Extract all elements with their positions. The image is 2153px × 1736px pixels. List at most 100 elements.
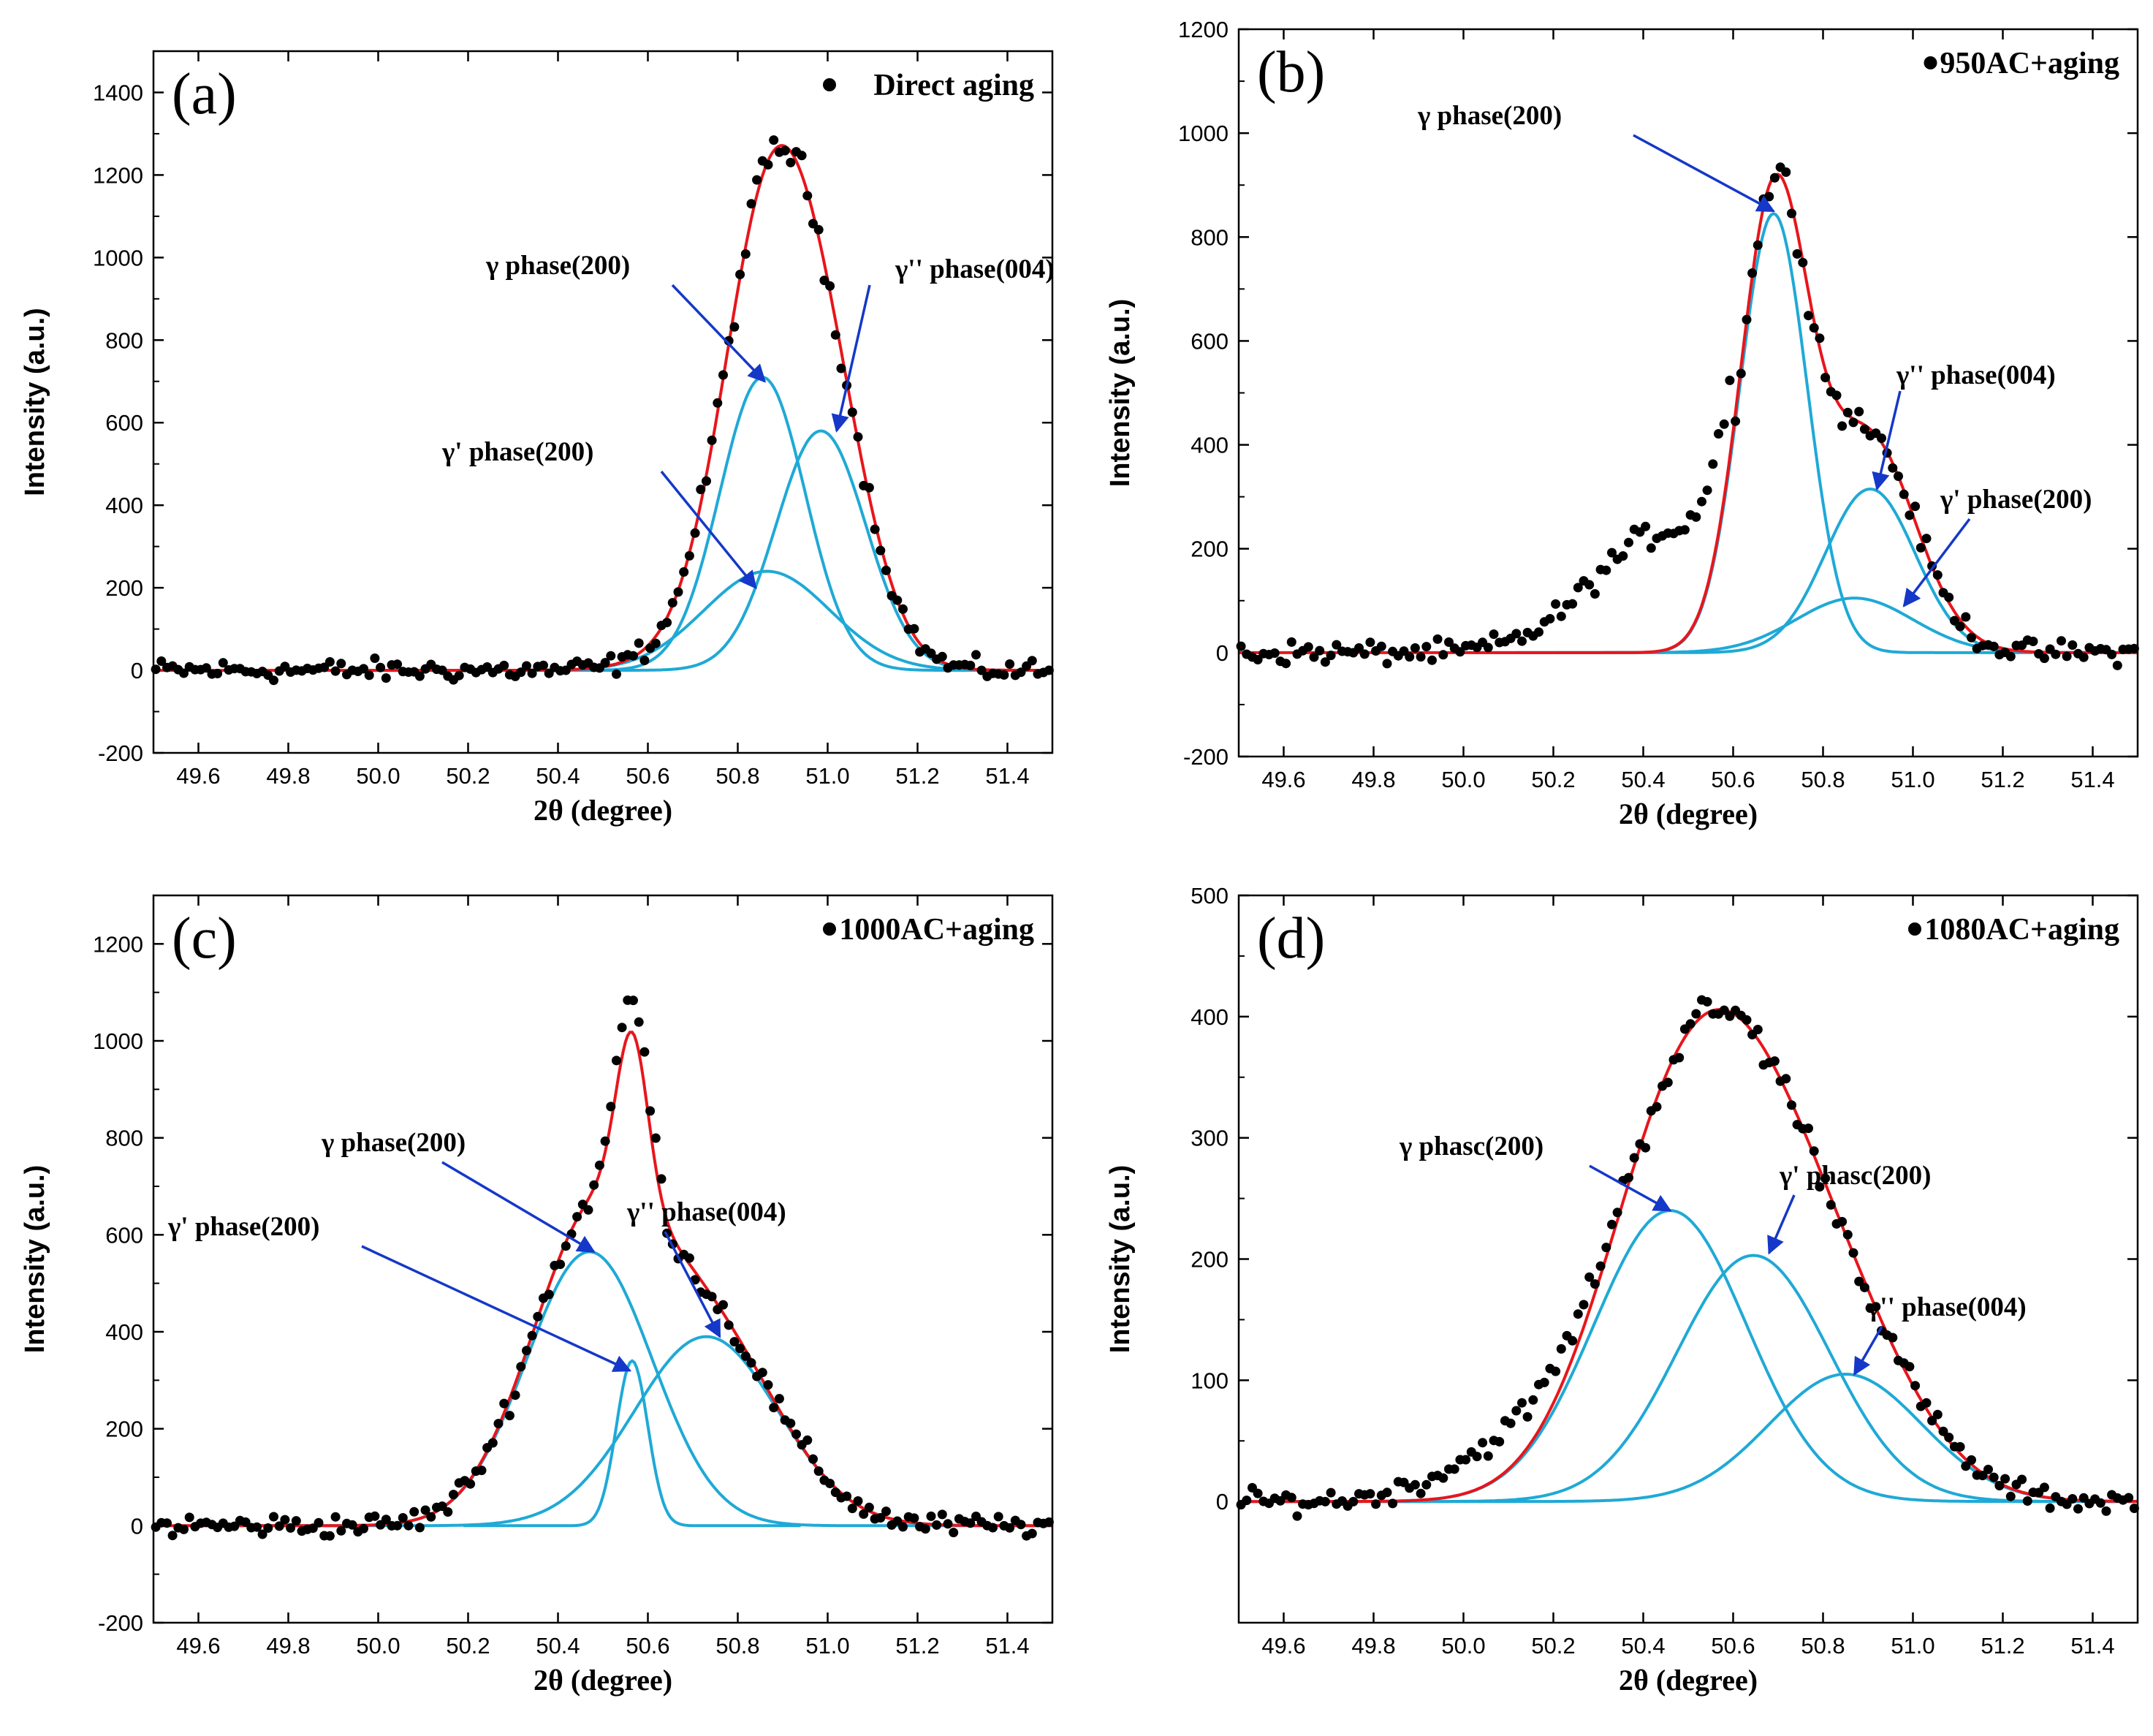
panel-d-annotation-gamma-prime-200: γ' phasc(200)	[1779, 1161, 1931, 1191]
data-point	[612, 1055, 621, 1066]
data-point	[449, 1490, 458, 1500]
data-point	[324, 657, 335, 667]
data-point	[813, 1466, 824, 1477]
data-point	[162, 1518, 172, 1528]
data-point	[1848, 417, 1858, 428]
data-point	[1859, 424, 1869, 434]
data-point	[876, 1513, 886, 1523]
data-point	[1483, 1451, 1493, 1461]
panel-b-legend-marker	[1924, 56, 1937, 69]
data-point	[1618, 551, 1628, 561]
data-point	[1652, 1102, 1662, 1112]
x-tick-label: 50.4	[536, 1633, 580, 1659]
data-point	[1938, 1426, 1948, 1436]
x-tick-label: 50.2	[1531, 767, 1575, 792]
data-point	[1595, 1261, 1606, 1271]
panel-b-annotation-gamma-double-prime-004: γ'' phase(004)	[1896, 360, 2056, 390]
panel-a-x-axis-label: 2θ (degree)	[533, 794, 672, 827]
data-point	[1573, 1309, 1583, 1319]
data-point	[1382, 1487, 1392, 1498]
data-point	[606, 651, 616, 661]
data-point	[1989, 1472, 1999, 1482]
data-point	[1894, 471, 1903, 481]
panel-b-x-tick-labels: 49.6 49.8 50.0 50.2 50.4 50.6 50.8 51.0 51.2 51.4	[1261, 767, 2114, 792]
panel-c-data-points	[151, 995, 1054, 1541]
data-point	[1753, 1025, 1763, 1034]
data-point	[864, 1502, 874, 1512]
y-tick-label: 1400	[93, 80, 143, 105]
data-point	[746, 199, 756, 209]
data-point	[1568, 599, 1578, 609]
data-point	[1910, 1381, 1921, 1391]
data-point	[1388, 1498, 1398, 1509]
data-point	[510, 1390, 520, 1400]
data-point	[763, 1380, 773, 1390]
data-point	[612, 669, 621, 679]
data-point	[949, 1528, 959, 1538]
data-point	[493, 1419, 504, 1429]
data-point	[1236, 641, 1246, 651]
data-point	[729, 1337, 740, 1347]
data-point	[466, 1479, 476, 1489]
data-point	[1899, 489, 1909, 499]
data-point	[1511, 1406, 1522, 1416]
data-point	[629, 996, 638, 1006]
data-point	[1292, 1511, 1302, 1521]
data-point	[414, 1523, 425, 1533]
data-point	[1332, 640, 1342, 650]
data-point	[201, 663, 211, 673]
data-point	[673, 587, 683, 597]
data-point	[1859, 1282, 1869, 1292]
data-point	[943, 1519, 953, 1529]
data-point	[1027, 656, 1037, 666]
data-point	[1472, 1452, 1482, 1462]
data-point	[791, 1429, 801, 1439]
data-point	[786, 157, 796, 167]
y-tick-label: 200	[105, 575, 143, 601]
data-point	[836, 363, 846, 374]
data-point	[555, 1259, 566, 1270]
data-point	[926, 1511, 936, 1521]
data-point	[639, 656, 650, 665]
panel-a-annotation-gamma-200: γ phase(200)	[485, 251, 630, 281]
data-point	[263, 1523, 273, 1533]
y-tick-label: -200	[98, 1610, 143, 1636]
data-point	[583, 1205, 593, 1215]
data-point	[707, 435, 717, 445]
x-tick-label: 50.2	[446, 763, 490, 789]
panel-b-fit-curves	[1239, 173, 2138, 654]
panel-a-ticks	[153, 51, 1052, 754]
data-point	[1804, 1123, 1813, 1134]
data-point	[920, 1524, 930, 1534]
data-point	[1955, 621, 1965, 632]
data-point	[617, 1023, 627, 1033]
data-point	[1888, 463, 1898, 473]
panel-a-fit-curves	[153, 144, 1052, 672]
data-point	[370, 1511, 380, 1521]
y-tick-label: 400	[105, 493, 143, 518]
x-tick-label: 50.0	[356, 1633, 400, 1659]
data-point	[752, 175, 762, 185]
data-point	[740, 249, 751, 259]
data-point	[965, 660, 976, 670]
data-point	[1742, 314, 1752, 325]
x-tick-label: 51.0	[1891, 767, 1934, 792]
data-point	[757, 1368, 767, 1378]
data-point	[993, 1512, 1003, 1522]
data-point	[476, 1466, 487, 1476]
panel-c-legend-marker	[823, 922, 836, 936]
data-point	[527, 668, 537, 678]
data-point	[830, 330, 840, 340]
data-point	[1016, 1520, 1026, 1530]
data-point	[853, 1496, 863, 1506]
data-point	[1888, 1333, 1898, 1343]
data-point	[420, 1505, 430, 1515]
component-curve-0	[459, 376, 1052, 672]
data-point	[1837, 421, 1848, 431]
data-point	[1955, 1441, 1965, 1452]
panel-a-y-tick-labels: -200 0 200 400 600 800 1000 1200 1400	[93, 80, 143, 766]
annotation-arrow-1	[361, 1245, 632, 1372]
data-point	[870, 524, 880, 534]
x-tick-label: 51.0	[805, 1633, 849, 1659]
data-point	[2067, 1494, 2078, 1504]
